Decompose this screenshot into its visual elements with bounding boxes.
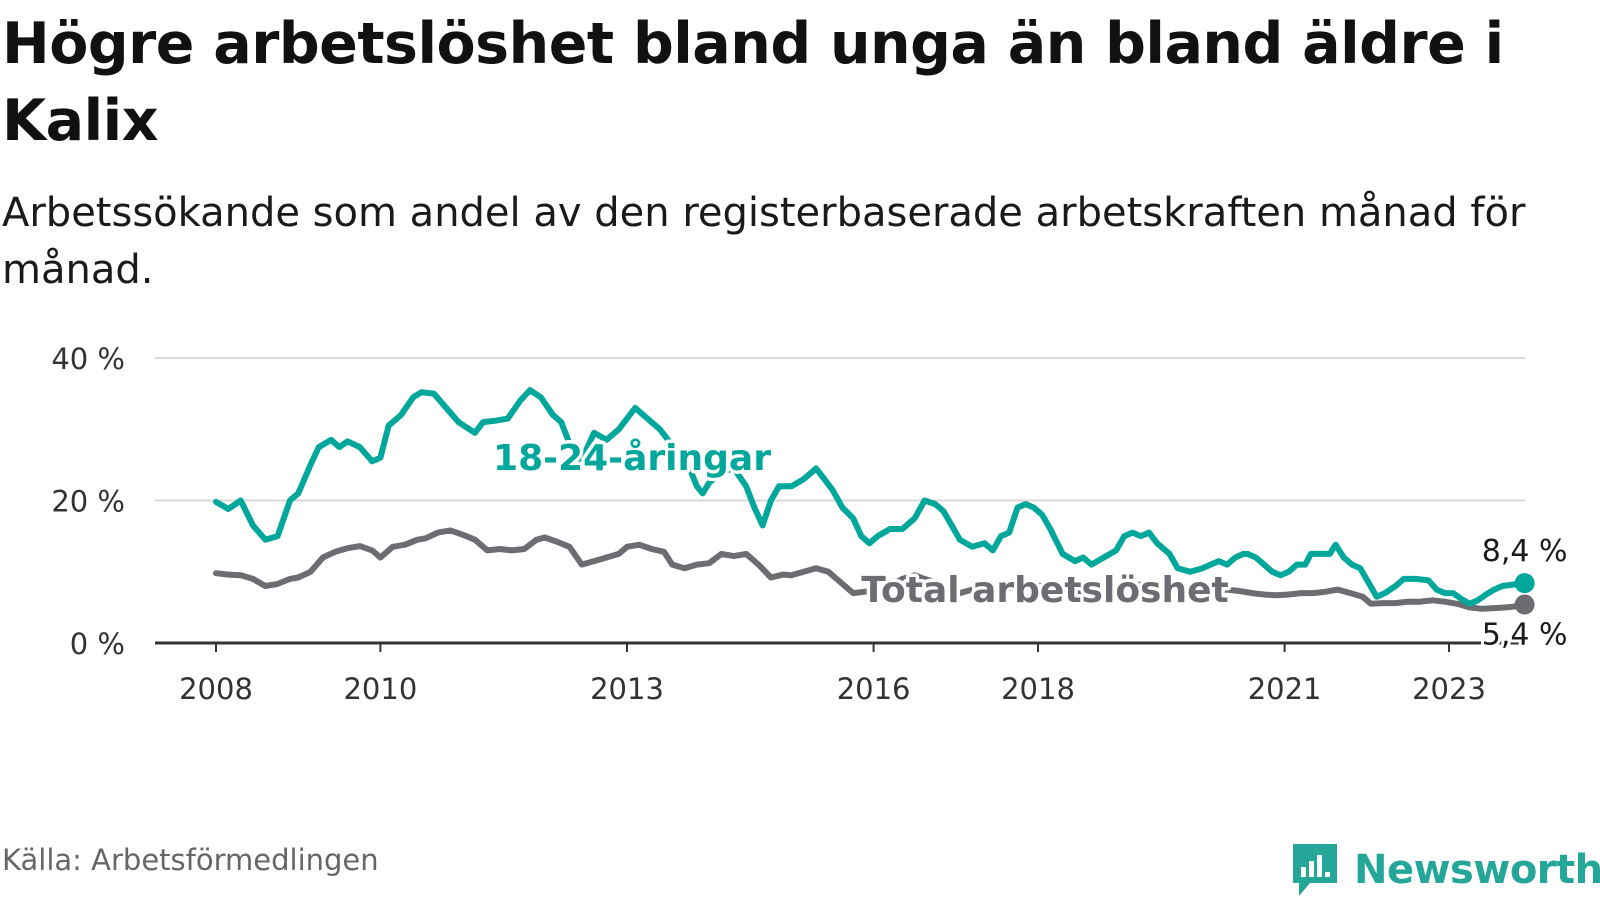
y-tick-label-20: 20 %: [51, 485, 125, 519]
brand-name: Newsworthy: [1354, 847, 1600, 893]
end-point-total: [1514, 594, 1535, 615]
x-tick-label-2010: 2010: [343, 672, 417, 706]
x-tick-label-2013: 2013: [590, 672, 664, 706]
chart-title: Högre arbetslöshet bland unga än bland ä…: [2, 11, 1504, 154]
x-tick-label-2018: 2018: [1001, 672, 1075, 706]
end-label-18-24: 8,4 %: [1482, 534, 1568, 569]
series-line-18-24: [213, 387, 1528, 607]
x-tick-label-2016: 2016: [837, 672, 911, 706]
series-label-18-24: 18-24-åringar: [493, 438, 771, 479]
x-tick-label-2021: 2021: [1248, 672, 1322, 706]
brand-logo: Newsworthy: [1290, 840, 1600, 900]
y-tick-label-40: 40 %: [51, 342, 125, 376]
chart-subtitle: Arbetssökande som andel av den registerb…: [2, 190, 1526, 293]
y-tick-label-0: 0 %: [70, 627, 125, 661]
end-point-18-24: [1514, 573, 1535, 594]
x-tick-label-2023: 2023: [1412, 672, 1486, 706]
series-line-total: [213, 527, 1528, 612]
end-label-total: 5,4 %: [1482, 618, 1568, 653]
series-label-total: Total arbetslöshet: [861, 570, 1229, 611]
newsworthy-logo-icon: [1293, 844, 1337, 896]
source-note: Källa: Arbetsförmedlingen: [2, 843, 379, 877]
x-tick-label-2008: 2008: [179, 672, 253, 706]
